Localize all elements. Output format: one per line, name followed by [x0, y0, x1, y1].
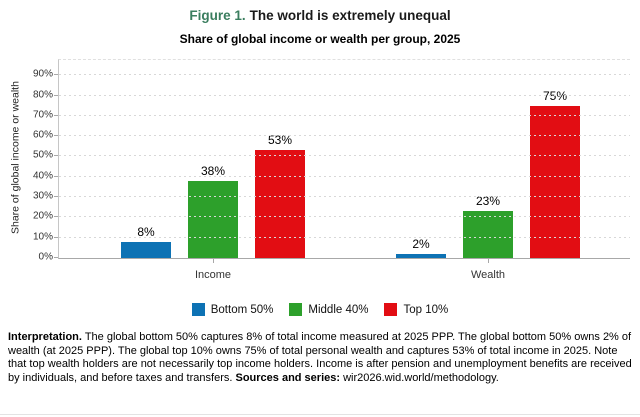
y-tick-mark [54, 74, 58, 76]
gridline [59, 74, 630, 76]
y-tick-label: 60% [32, 129, 53, 141]
sources-label: Sources and series: [235, 371, 341, 384]
gridline [59, 135, 630, 137]
y-tick-label: 10% [32, 231, 53, 243]
y-tick-labels: 0% 10% 20% 30% 40% 50% 60% 70% 80% 90% [23, 59, 58, 263]
bar-groups: 8% 38% 53% Income 2% 23% 75% Wealth [59, 60, 630, 281]
gridline [59, 114, 630, 116]
interpretation-lead: Interpretation. [8, 331, 82, 343]
interpretation-body: The global bottom 50% captures 8% of tot… [8, 331, 632, 384]
plot-area: 8% 38% 53% Income 2% 23% 75% Wealth [54, 59, 630, 281]
gridline [59, 155, 630, 157]
y-tick-mark [54, 94, 58, 96]
figure-title-text: The world is extremely unequal [249, 8, 451, 23]
y-tick-mark [54, 175, 58, 177]
x-category-label: Wealth [470, 269, 506, 281]
y-tick-label: 30% [32, 190, 53, 202]
sources-text: wir2026.wid.world/methodology. [343, 371, 499, 384]
y-tick-label: 0% [38, 251, 53, 263]
y-axis-title: Share of global income or wealth [9, 81, 22, 235]
chart-subtitle: Share of global income or wealth per gro… [179, 32, 461, 46]
interpretation-text: Interpretation. The global bottom 50% ca… [8, 331, 632, 385]
legend-label: Middle 40% [308, 303, 369, 316]
y-tick-mark [54, 257, 58, 258]
x-tick-mark [488, 259, 489, 263]
gridline [59, 94, 630, 96]
legend-label: Bottom 50% [210, 303, 274, 316]
y-tick-mark [54, 236, 58, 238]
y-tick-label: 90% [32, 68, 53, 80]
bottom-divider [0, 414, 640, 415]
y-tick-label: 40% [32, 170, 53, 182]
legend-item-bottom-50-: Bottom 50% [191, 303, 274, 316]
y-tick-mark [54, 196, 58, 198]
figure-title: Figure 1. The world is extremely unequal [0, 0, 640, 23]
figure-number-label: Figure 1. [189, 8, 246, 23]
legend-swatch [191, 303, 205, 316]
y-tick-mark [54, 216, 58, 218]
bar-top-10-: 75% [530, 89, 580, 258]
bar-group-wealth: 2% 23% 75% Wealth [396, 60, 580, 281]
bar-value-label: 23% [475, 194, 501, 209]
bar-bottom-50-: 2% [396, 237, 446, 258]
legend: Bottom 50% Middle 40% Top 10% [0, 303, 640, 316]
chart-area: Share of global income or wealth 0% 10% 20… [8, 59, 630, 281]
bar-bottom-50-: 8% [121, 225, 171, 258]
gridline [59, 175, 630, 177]
legend-item-middle-40-: Middle 40% [289, 303, 368, 316]
bar-middle-40-: 38% [188, 164, 238, 258]
gridline [59, 236, 630, 238]
y-tick-mark [54, 135, 58, 137]
x-category-label: Income [194, 269, 232, 281]
gridline [59, 196, 630, 198]
y-tick-mark [54, 114, 58, 116]
legend-item-top-10-: Top 10% [384, 303, 448, 316]
bar-value-label: 53% [267, 133, 293, 148]
x-tick-mark [213, 259, 214, 263]
y-tick-label: 70% [32, 109, 53, 121]
bar-value-label: 38% [200, 163, 226, 178]
bar-value-label: 2% [412, 236, 430, 251]
gridline [59, 216, 630, 218]
legend-swatch [289, 303, 303, 316]
bar-value-label: 8% [137, 224, 155, 239]
y-tick-mark [54, 155, 58, 157]
bar-top-10-: 53% [255, 133, 305, 258]
y-tick-label: 20% [32, 210, 53, 222]
bar-group-income: 8% 38% 53% Income [121, 60, 305, 281]
legend-swatch [384, 303, 398, 316]
y-tick-label: 80% [32, 89, 53, 101]
bar-value-label: 75% [542, 88, 568, 103]
y-tick-label: 50% [32, 149, 53, 161]
bar-middle-40-: 23% [463, 194, 513, 258]
legend-label: Top 10% [403, 303, 449, 316]
